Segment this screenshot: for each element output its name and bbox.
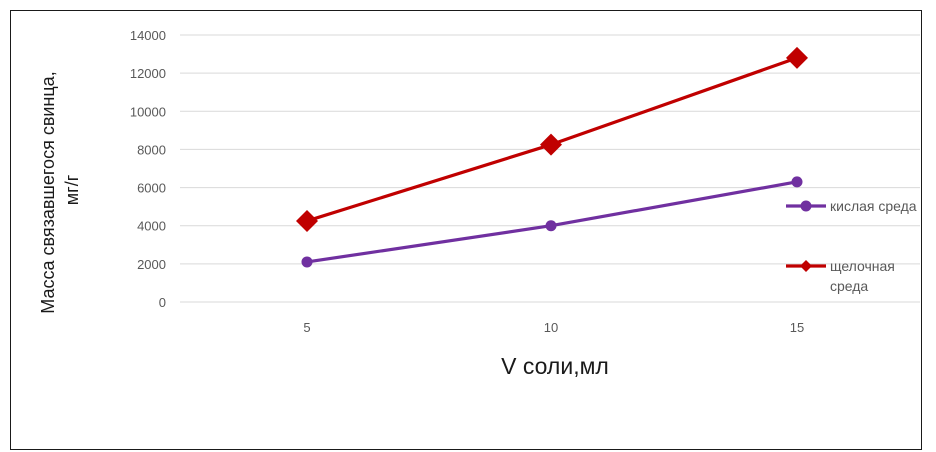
data-point <box>545 220 557 232</box>
y-axis-label-line-1: Масса связавшегося свинца, <box>38 71 58 313</box>
series-2 <box>296 46 808 232</box>
x-axis-label: V соли,мл <box>501 353 609 379</box>
x-tick-label: 10 <box>544 320 558 335</box>
y-tick-label: 2000 <box>137 257 166 272</box>
legend-label: щелочная среда <box>830 258 895 294</box>
legend-swatch-marker <box>800 260 812 272</box>
legend-label: кислая среда <box>830 198 917 214</box>
series-1 <box>301 176 803 268</box>
y-tick-label: 8000 <box>137 142 166 157</box>
x-tick-label: 15 <box>790 320 804 335</box>
data-point <box>540 133 562 156</box>
y-tick-label: 14000 <box>130 28 166 43</box>
legend-item-1: кислая среда <box>786 198 917 214</box>
grid-lines <box>180 34 920 303</box>
data-point <box>791 176 803 188</box>
chart-frame <box>10 10 922 450</box>
y-tick-label: 12000 <box>130 66 166 81</box>
y-tick-label: 6000 <box>137 181 166 196</box>
legend-swatch-marker <box>800 200 812 212</box>
y-axis-label-line-2: мг/г <box>62 174 82 205</box>
y-tick-label: 10000 <box>130 104 166 119</box>
y-axis-ticks: 0 2000 4000 6000 8000 10000 12000 14000 <box>130 28 166 310</box>
series-layer <box>296 46 808 268</box>
legend-label-line: кислая среда <box>830 198 917 214</box>
legend-label-line: среда <box>830 278 868 294</box>
y-tick-label: 0 <box>159 295 166 310</box>
x-tick-label: 5 <box>303 320 310 335</box>
y-axis-label: Масса связавшегося свинца, мг/г <box>38 66 82 313</box>
legend-label-line: щелочная <box>830 258 895 274</box>
y-tick-label: 4000 <box>137 219 166 234</box>
data-point <box>301 256 313 268</box>
data-point <box>786 46 808 69</box>
legend: кислая среда щелочная среда <box>786 198 917 294</box>
x-axis-ticks: 5 10 15 <box>303 320 804 335</box>
legend-item-2: щелочная среда <box>786 258 895 294</box>
data-point <box>296 209 318 232</box>
